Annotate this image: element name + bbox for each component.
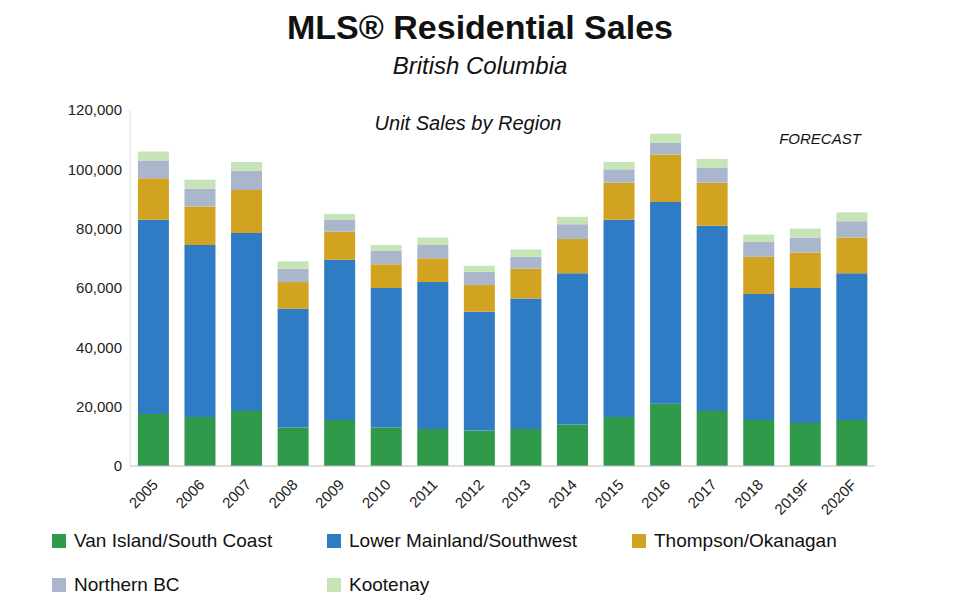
- svg-text:2011: 2011: [406, 476, 441, 511]
- svg-text:2012: 2012: [451, 476, 487, 512]
- svg-text:2010: 2010: [358, 476, 394, 512]
- svg-text:2013: 2013: [498, 476, 534, 512]
- html-text:MLS® Residential Sales: MLS® Residential Sales: [287, 8, 673, 46]
- html-text:Lower Mainland/Southwest: Lower Mainland/Southwest: [349, 530, 578, 551]
- svg-text:2006: 2006: [172, 476, 208, 512]
- svg-text:2008: 2008: [265, 476, 301, 512]
- svg-text:2005: 2005: [125, 476, 161, 512]
- svg-text:2015: 2015: [591, 476, 627, 512]
- svg-text:80,000: 80,000: [76, 220, 122, 237]
- html-text:Van Island/South Coast: Van Island/South Coast: [74, 530, 273, 551]
- html-text:Kootenay: Kootenay: [349, 574, 430, 595]
- svg-text:100,000: 100,000: [68, 161, 122, 178]
- svg-text:40,000: 40,000: [76, 339, 122, 356]
- svg-text:2009: 2009: [312, 476, 348, 512]
- svg-text:60,000: 60,000: [76, 279, 122, 296]
- svg-text:2016: 2016: [638, 476, 674, 512]
- svg-text:2017: 2017: [684, 476, 720, 512]
- svg-text:2014: 2014: [545, 476, 581, 512]
- html-text:Unit Sales by Region: Unit Sales by Region: [374, 112, 562, 134]
- svg-text:2019F: 2019F: [771, 476, 813, 518]
- svg-text:120,000: 120,000: [68, 101, 122, 118]
- svg-text:0: 0: [114, 457, 122, 474]
- html-text:British Columbia: British Columbia: [392, 52, 568, 79]
- svg-text:2018: 2018: [731, 476, 767, 512]
- svg-text:2007: 2007: [219, 476, 255, 512]
- html-text:Thompson/Okanagan: Thompson/Okanagan: [654, 530, 837, 551]
- html-text:Northern BC: Northern BC: [74, 574, 180, 595]
- html-text:FORECAST: FORECAST: [779, 130, 861, 147]
- svg-text:20,000: 20,000: [76, 398, 122, 415]
- svg-text:2020F: 2020F: [817, 476, 859, 518]
